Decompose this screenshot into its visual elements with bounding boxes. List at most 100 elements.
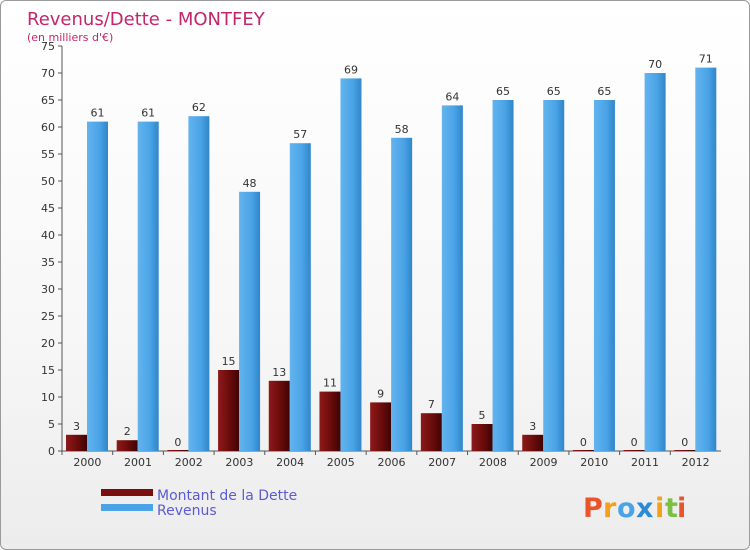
y-tick-label: 60 [41,121,55,134]
data-label-revenus: 61 [91,107,105,120]
logo-letter: t [665,493,678,524]
y-tick-label: 10 [41,391,55,404]
bar-revenus [137,121,159,451]
data-label-debt: 9 [377,387,384,400]
x-tick-label: 2006 [378,456,406,469]
bar-revenus [188,116,210,451]
x-tick-label: 2004 [276,456,304,469]
logo-letter: o [617,493,636,524]
data-label-revenus: 71 [699,53,713,66]
data-label-debt: 2 [124,425,131,438]
bar-revenus [87,121,108,451]
legend-label: Montant de la Dette [157,488,297,504]
data-label-debt: 0 [681,436,688,449]
x-tick-label: 2003 [225,456,253,469]
y-tick-label: 40 [41,229,55,242]
y-tick-label: 55 [41,148,55,161]
data-label-debt: 0 [580,436,587,449]
bar-revenus [239,191,261,452]
bar-debt [674,450,696,451]
logo-letter: P [583,493,603,524]
data-label-revenus: 58 [395,123,409,136]
data-label-revenus: 61 [141,107,155,120]
bar-debt [370,402,392,451]
data-label-revenus: 70 [648,58,662,71]
x-tick-label: 2001 [124,456,152,469]
x-tick-label: 2009 [530,456,558,469]
y-tick-label: 50 [41,175,55,188]
data-label-revenus: 48 [243,177,257,190]
bar-debt [218,370,240,451]
y-tick-label: 45 [41,202,55,215]
logo-letter: i [677,493,686,524]
bar-revenus [593,100,615,451]
x-tick-label: 2005 [327,456,355,469]
data-label-revenus: 65 [597,85,611,98]
bar-revenus [644,73,666,451]
data-label-revenus: 69 [344,63,358,76]
bar-debt [268,380,290,451]
data-label-debt: 0 [631,436,638,449]
data-label-revenus: 65 [496,85,510,98]
bar-debt [66,434,87,451]
logo-letter: i [655,493,664,524]
bar-revenus [695,67,717,451]
data-label-revenus: 65 [547,85,561,98]
y-tick-label: 70 [41,67,55,80]
logo-letter: x [636,493,653,524]
y-tick-label: 0 [48,445,55,458]
x-tick-label: 2007 [428,456,456,469]
data-label-debt: 3 [73,420,80,433]
logo-letter: r [603,493,617,524]
legend-swatch [101,504,153,511]
x-tick-label: 2011 [631,456,659,469]
x-tick-label: 2012 [682,456,710,469]
bar-debt [623,450,645,451]
data-label-revenus: 62 [192,101,206,114]
y-tick-label: 5 [48,418,55,431]
data-label-revenus: 57 [293,128,307,141]
bar-revenus [289,143,311,451]
data-label-debt: 0 [174,436,181,449]
y-tick-label: 30 [41,283,55,296]
x-tick-label: 2002 [175,456,203,469]
bar-debt [116,440,138,451]
bar-debt [167,450,189,451]
data-label-debt: 13 [272,366,286,379]
bar-debt [420,413,442,451]
bar-revenus [441,105,463,452]
data-label-debt: 15 [222,355,236,368]
y-tick-label: 15 [41,364,55,377]
data-label-revenus: 64 [445,90,459,103]
y-tick-label: 25 [41,310,55,323]
data-label-debt: 11 [323,377,337,390]
bar-revenus [340,78,362,452]
bar-debt [572,450,594,451]
bar-revenus [492,100,514,451]
x-tick-label: 2010 [580,456,608,469]
x-tick-label: 2008 [479,456,507,469]
bar-revenus [391,137,413,452]
legend-swatch [101,489,153,496]
chart-subtitle: (en milliers d'€) [27,31,113,44]
data-label-debt: 5 [479,409,486,422]
legend-label: Revenus [157,503,217,519]
x-tick-label: 2000 [73,456,101,469]
y-tick-label: 65 [41,94,55,107]
data-label-debt: 7 [428,398,435,411]
data-label-debt: 3 [529,420,536,433]
bar-debt [522,434,544,451]
bars: 3 2 0 15 13 11 9 7 5 3 0 0 0 61 61 62 48 57 69 58 64 65 65 65 70… [66,53,717,452]
y-tick-label: 35 [41,256,55,269]
y-tick-label: 20 [41,337,55,350]
y-tick-label: 75 [41,40,55,53]
bar-debt [471,424,493,451]
bar-revenus [543,100,565,451]
chart-title: Revenus/Dette - MONTFEY [27,9,266,30]
bar-debt [319,391,341,451]
